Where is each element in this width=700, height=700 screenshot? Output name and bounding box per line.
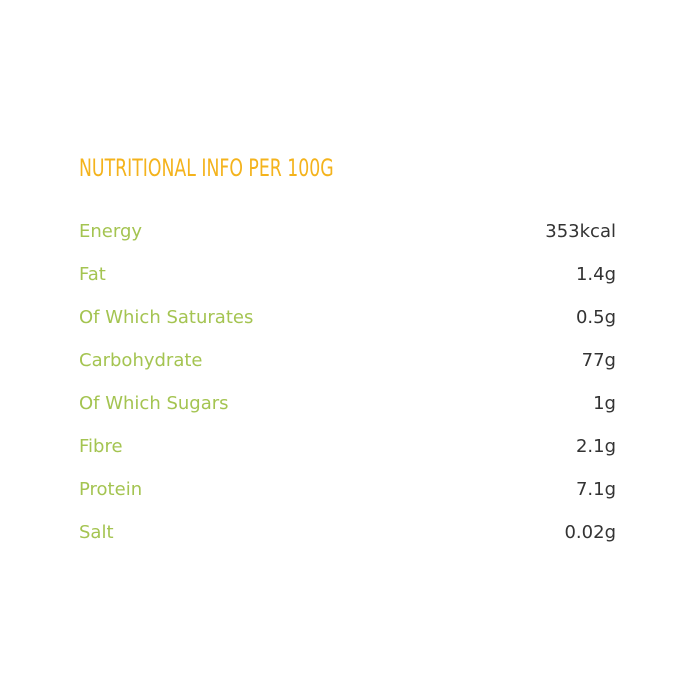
nutrition-row: Carbohydrate 77g	[79, 345, 616, 375]
nutrient-label: Of Which Sugars	[79, 392, 229, 414]
nutrition-row: Of Which Saturates 0.5g	[79, 302, 616, 332]
nutrient-value: 1g	[593, 392, 616, 414]
nutrient-value: 0.5g	[575, 306, 616, 328]
nutrition-row: Salt 0.02g	[79, 517, 616, 547]
nutrient-value: 353kcal	[545, 220, 616, 242]
nutrient-value: 1.4g	[575, 263, 616, 285]
nutrient-label: Carbohydrate	[79, 349, 203, 371]
nutrient-value: 0.02g	[564, 521, 616, 543]
nutrition-row: Fat 1.4g	[79, 259, 616, 289]
nutrient-label: Fat	[79, 263, 106, 285]
nutrition-row: Protein 7.1g	[79, 474, 616, 504]
nutrient-value: 2.1g	[575, 435, 616, 457]
nutrient-value: 77g	[581, 349, 616, 371]
nutrient-label: Salt	[79, 521, 114, 543]
nutrient-label: Fibre	[79, 435, 123, 457]
nutrition-row: Fibre 2.1g	[79, 431, 616, 461]
nutrient-label: Protein	[79, 478, 143, 500]
nutrient-label: Of Which Saturates	[79, 306, 254, 328]
nutrient-value: 7.1g	[575, 478, 616, 500]
nutrition-row: Of Which Sugars 1g	[79, 388, 616, 418]
nutrient-label: Energy	[79, 220, 143, 242]
nutrition-title: NUTRITIONAL INFO PER 100G	[79, 154, 334, 182]
nutrition-row: Energy 353kcal	[79, 216, 616, 246]
